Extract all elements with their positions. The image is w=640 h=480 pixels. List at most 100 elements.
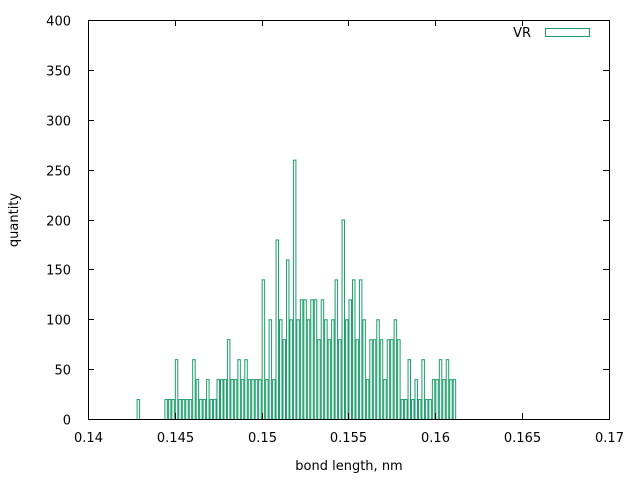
legend-swatch-vr bbox=[545, 28, 590, 37]
histogram-bar bbox=[164, 399, 168, 420]
histogram-bar bbox=[358, 279, 363, 420]
histogram-bar bbox=[195, 379, 200, 421]
histogram-bar bbox=[230, 379, 234, 421]
histogram-bar bbox=[372, 339, 377, 421]
histogram-bar bbox=[355, 339, 359, 421]
x-tick-label: 0.145 bbox=[157, 431, 194, 446]
histogram-bar bbox=[275, 239, 280, 420]
histogram-bar bbox=[383, 379, 387, 421]
y-tick-label: 50 bbox=[54, 364, 71, 379]
histogram-bar bbox=[449, 379, 453, 421]
histogram-bar bbox=[452, 379, 457, 421]
histogram-bar bbox=[428, 399, 432, 420]
histogram-bar bbox=[206, 379, 210, 421]
histogram-bar bbox=[233, 379, 238, 421]
histogram-bar bbox=[247, 379, 252, 421]
histogram-bar bbox=[292, 159, 297, 420]
histogram-bar bbox=[324, 319, 328, 420]
histogram-bar bbox=[376, 319, 380, 420]
histogram-bar bbox=[407, 359, 412, 420]
histogram-bar bbox=[272, 379, 276, 421]
histogram-bar bbox=[397, 339, 401, 421]
x-tick-label: 0.15 bbox=[248, 431, 277, 446]
histogram-bar bbox=[219, 379, 224, 421]
y-tick-label: 200 bbox=[46, 215, 71, 230]
histogram-bar bbox=[351, 279, 356, 420]
histogram-bar bbox=[192, 359, 196, 420]
histogram-bar bbox=[226, 339, 231, 421]
histogram-bar bbox=[362, 319, 366, 420]
histogram-bar bbox=[167, 399, 172, 420]
x-axis-ticks: 0.14 0.145 0.15 0.155 0.16 0.165 0.17 bbox=[74, 20, 624, 446]
histogram-bar bbox=[404, 399, 408, 420]
histogram-bar bbox=[379, 339, 384, 421]
histogram-bar bbox=[345, 319, 349, 420]
histogram-bar bbox=[306, 319, 311, 420]
histogram-bar bbox=[331, 319, 335, 420]
histogram-bar bbox=[431, 379, 436, 421]
histogram-bar bbox=[390, 339, 394, 421]
y-tick-label: 150 bbox=[46, 264, 71, 279]
histogram-bar bbox=[240, 379, 245, 421]
histogram-bar bbox=[310, 299, 314, 420]
histogram-bar bbox=[414, 379, 418, 421]
x-tick-label: 0.155 bbox=[330, 431, 367, 446]
histogram-bar bbox=[185, 399, 189, 420]
histogram-bar bbox=[424, 399, 429, 420]
histogram-bar bbox=[223, 379, 227, 421]
histogram-bar bbox=[209, 399, 214, 420]
histogram-bar bbox=[417, 399, 422, 420]
y-axis-label: quantity bbox=[7, 193, 22, 248]
histogram-bar bbox=[421, 359, 425, 420]
legend-label-vr: VR bbox=[513, 26, 531, 41]
y-axis-ticks: 0 50 100 150 200 250 300 350 400 bbox=[46, 15, 609, 429]
y-tick-label: 300 bbox=[46, 115, 71, 130]
y-tick-label: 400 bbox=[46, 15, 71, 30]
histogram-bar bbox=[254, 379, 259, 421]
histogram-bar bbox=[341, 219, 346, 420]
histogram-bar bbox=[265, 379, 269, 421]
histogram-bar bbox=[334, 279, 339, 420]
histogram-bar bbox=[251, 379, 255, 421]
histogram-bar bbox=[327, 339, 332, 421]
histogram-bar bbox=[338, 339, 342, 421]
y-tick-label: 250 bbox=[46, 165, 71, 180]
histogram-bar bbox=[279, 319, 283, 420]
legend: VR bbox=[513, 26, 590, 41]
histogram-bar bbox=[199, 399, 203, 420]
histogram-bar bbox=[303, 299, 307, 420]
histogram-bar bbox=[178, 399, 182, 420]
histogram-bar bbox=[365, 379, 370, 421]
histogram-bar bbox=[237, 359, 241, 420]
histogram-bar bbox=[400, 399, 405, 420]
histogram-bar bbox=[386, 339, 391, 421]
histogram-bars bbox=[136, 159, 457, 421]
x-tick-label: 0.16 bbox=[421, 431, 450, 446]
histogram-bar bbox=[285, 259, 290, 420]
histogram-bar bbox=[317, 339, 321, 421]
histogram-bar bbox=[411, 399, 415, 420]
y-tick-label: 100 bbox=[46, 314, 71, 329]
histogram-bar bbox=[258, 379, 262, 421]
histogram-bar bbox=[296, 319, 300, 420]
histogram-bar bbox=[171, 399, 175, 420]
histogram-bar bbox=[244, 359, 248, 420]
histogram-bar bbox=[174, 359, 179, 420]
histogram-bar bbox=[393, 319, 398, 420]
histogram-bar bbox=[438, 359, 443, 420]
histogram-bar bbox=[313, 299, 318, 420]
histogram-bar bbox=[435, 379, 439, 421]
histogram-bar bbox=[282, 339, 286, 421]
histogram-bar bbox=[213, 399, 217, 420]
histogram-bar bbox=[299, 299, 304, 420]
x-axis-label: bond length, nm bbox=[295, 459, 402, 474]
histogram-bar bbox=[369, 339, 373, 421]
y-tick-label: 0 bbox=[63, 414, 71, 429]
histogram-bar bbox=[348, 299, 352, 420]
histogram-bar bbox=[202, 399, 207, 420]
x-tick-label: 0.17 bbox=[595, 431, 624, 446]
x-tick-label: 0.165 bbox=[504, 431, 541, 446]
histogram-bar bbox=[289, 319, 293, 420]
histogram-bar bbox=[188, 399, 193, 420]
histogram-bar bbox=[442, 379, 446, 421]
